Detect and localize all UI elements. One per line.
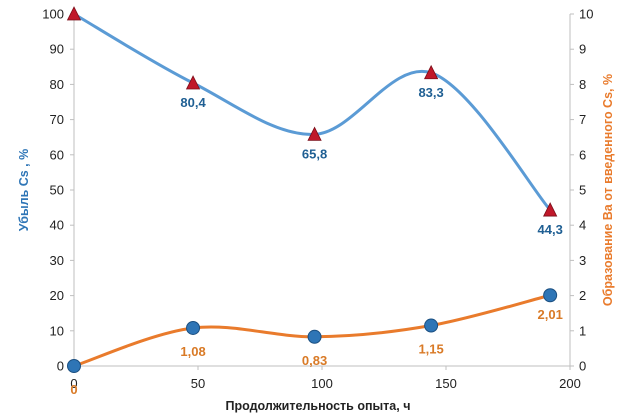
series: [66, 6, 558, 373]
circle-marker: [186, 320, 201, 335]
data-label: 2,01: [538, 307, 563, 322]
y-left-tick-label: 20: [50, 288, 64, 303]
data-labels: 80,4 65,8 83,3 44,3 0 1,08 0,83 1,15 2,01: [70, 85, 562, 397]
y-right-tick-label: 4: [579, 218, 586, 233]
y-right-tick-label: 5: [579, 183, 586, 198]
y-right-tick-label: 1: [579, 323, 586, 338]
triangle-marker: [185, 75, 201, 90]
circle-marker: [424, 318, 439, 333]
y-axis-right-title: Образование Ba от введенного Cs, %: [601, 74, 615, 306]
x-tick-label: 50: [191, 376, 205, 391]
y-left-tick-label: 100: [42, 7, 64, 22]
y-left-tick-label: 70: [50, 112, 64, 127]
y-left-tick-label: 40: [50, 218, 64, 233]
triangle-marker: [66, 6, 82, 21]
data-label: 44,3: [538, 222, 563, 237]
y-left-tick-label: 30: [50, 253, 64, 268]
circle-marker: [543, 288, 558, 303]
y-right-tick-label: 8: [579, 77, 586, 92]
circle-marker: [307, 329, 322, 344]
y-right-tick-label: 0: [579, 359, 586, 374]
triangle-marker: [307, 126, 322, 141]
x-tick-label: 200: [559, 376, 581, 391]
y-right-tick-label: 9: [579, 42, 586, 57]
y-left-tick-label: 90: [50, 42, 64, 57]
triangle-marker: [423, 64, 439, 80]
y-right-tick-label: 6: [579, 147, 586, 162]
triangle-marker: [543, 202, 558, 217]
data-label: 1,08: [180, 344, 205, 359]
x-tick-label: 100: [311, 376, 333, 391]
x-tick-label: 0: [70, 376, 77, 391]
data-label: 65,8: [302, 146, 327, 161]
x-axis-title: Продолжительность опыта, ч: [226, 399, 411, 413]
data-label: 80,4: [180, 95, 206, 110]
data-label: 83,3: [418, 85, 443, 100]
y-left-tick-label: 10: [50, 323, 64, 338]
data-label: 1,15: [418, 342, 443, 357]
data-label: 0: [70, 382, 77, 397]
y-left-tick-label: 80: [50, 77, 64, 92]
y-right-tick-label: 10: [579, 7, 593, 22]
y-left-tick-label: 60: [50, 147, 64, 162]
y-right-tick-label: 2: [579, 288, 586, 303]
y-left-tick-label: 0: [57, 359, 64, 374]
x-tick-label: 150: [435, 376, 457, 391]
circle-marker: [67, 359, 81, 373]
y-axis-left-title: Убыль Cs , %: [17, 149, 31, 231]
y-right-tick-label: 7: [579, 112, 586, 127]
y-left-tick-label: 50: [50, 183, 64, 198]
y-right-tick-label: 3: [579, 253, 586, 268]
data-label: 0,83: [302, 353, 327, 368]
series-line-1: [72, 12, 552, 212]
